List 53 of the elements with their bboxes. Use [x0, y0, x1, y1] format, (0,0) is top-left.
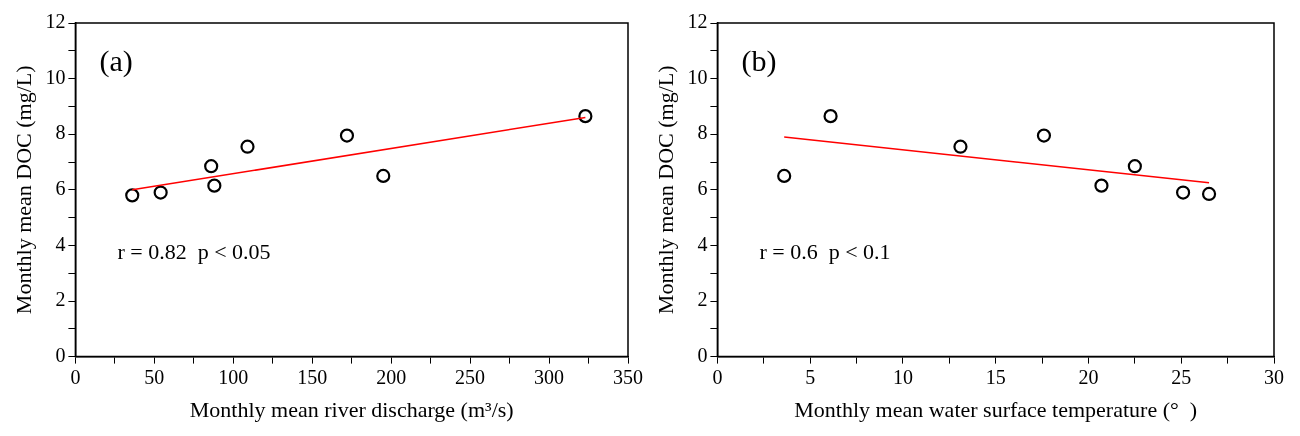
- x-tick-label: 0: [70, 365, 81, 388]
- point: [953, 139, 968, 154]
- x-tick-label: 150: [297, 365, 328, 388]
- y-tick-label: 4: [55, 232, 66, 255]
- point: [1175, 185, 1191, 200]
- x-tick-label: 10: [892, 365, 913, 388]
- x-tick-label: 25: [1171, 365, 1192, 388]
- point: [1201, 186, 1217, 202]
- annotation: (b): [741, 43, 777, 78]
- x-tick-label: 200: [376, 365, 407, 388]
- point: [1036, 128, 1052, 143]
- y-axis-title: Monthly mean DOC (mg/L): [652, 65, 678, 315]
- y-tick-label: 12: [687, 10, 708, 33]
- x-tick-label: 100: [218, 365, 249, 388]
- x-axis-title: Monthly mean water surface temperature (° ): [794, 396, 1198, 422]
- point: [204, 159, 219, 174]
- y-tick-label: 2: [697, 288, 708, 311]
- y-tick-label: 6: [55, 177, 66, 200]
- y-tick-label: 10: [687, 65, 708, 88]
- point: [1094, 178, 1109, 193]
- x-tick-label: 5: [805, 365, 816, 388]
- y-tick-label: 6: [697, 177, 708, 200]
- x-tick-label: 250: [455, 365, 486, 388]
- x-tick-label: 30: [1264, 365, 1284, 388]
- y-tick-label: 0: [55, 343, 66, 366]
- y-tick-label: 8: [55, 121, 66, 144]
- point: [777, 168, 792, 183]
- point: [125, 188, 140, 203]
- x-tick-label: 50: [144, 365, 165, 388]
- point: [339, 128, 355, 143]
- point: [823, 109, 838, 124]
- annotation: r = 0.6 p < 0.1: [759, 238, 891, 264]
- y-tick-label: 2: [55, 288, 66, 311]
- point: [1127, 159, 1142, 174]
- x-tick-label: 15: [985, 365, 1006, 388]
- x-tick-label: 0: [712, 365, 723, 388]
- point: [578, 109, 593, 124]
- y-tick-label: 8: [697, 121, 708, 144]
- x-axis-title: Monthly mean river discharge (m³/s): [189, 396, 514, 422]
- x-tick-label: 300: [534, 365, 565, 388]
- point: [207, 178, 222, 193]
- y-axis-title: Monthly mean DOC (mg/L): [10, 65, 36, 315]
- point: [153, 185, 168, 200]
- annotation: (a): [99, 43, 133, 78]
- y-tick-label: 4: [697, 232, 708, 255]
- y-tick-label: 0: [697, 343, 708, 366]
- point: [240, 139, 255, 154]
- point: [376, 168, 391, 183]
- x-tick-label: 20: [1078, 365, 1099, 388]
- annotation: r = 0.82 p < 0.05: [117, 238, 271, 264]
- x-tick-label: 350: [613, 365, 643, 388]
- y-tick-label: 10: [45, 65, 66, 88]
- y-tick-label: 12: [45, 10, 66, 33]
